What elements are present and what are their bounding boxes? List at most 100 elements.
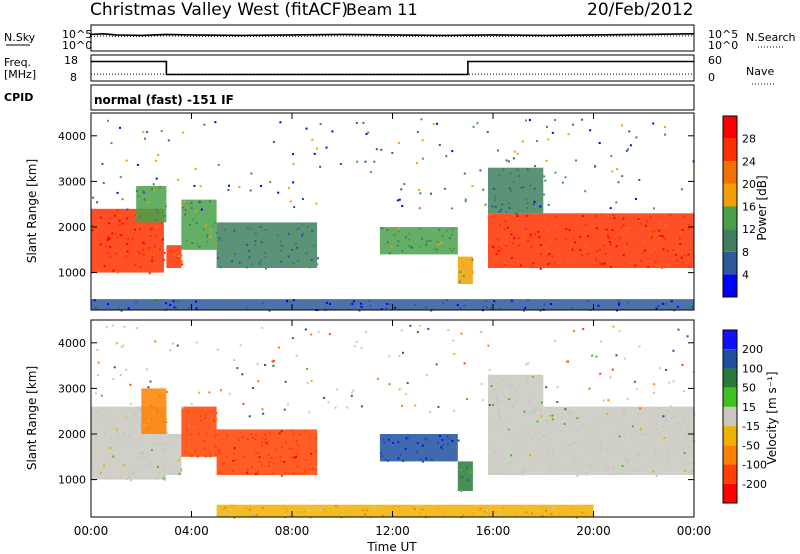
echo-cell	[132, 472, 135, 475]
echo-cell	[142, 451, 145, 453]
echo-speck	[606, 413, 609, 416]
echo-cell	[555, 224, 558, 226]
echo-speck	[591, 354, 594, 357]
velocity-echo-region-4	[216, 429, 318, 475]
echo-cell	[547, 449, 550, 452]
echo-cell	[512, 181, 515, 183]
echo-cell	[203, 447, 206, 450]
echo-speck	[122, 344, 125, 347]
echo-speck	[123, 325, 126, 328]
echo-cell	[646, 220, 649, 223]
echo-speck	[316, 147, 318, 150]
echo-cell	[233, 516, 236, 519]
echo-speck	[252, 387, 255, 389]
echo-speck	[302, 198, 304, 200]
echo-cell	[650, 237, 653, 240]
velocity-colorbar-tick: -100	[742, 459, 767, 472]
echo-speck	[220, 389, 222, 392]
echo-cell	[161, 443, 164, 446]
echo-speck	[572, 330, 575, 333]
noise-left-tick-bottom: 10^0	[62, 39, 92, 52]
echo-cell	[254, 438, 257, 441]
echo-cell	[683, 410, 686, 413]
echo-speck	[208, 391, 211, 394]
echo-cell	[626, 242, 628, 245]
echo-cell	[298, 433, 301, 436]
echo-speck	[638, 178, 641, 181]
echo-cell	[496, 408, 499, 411]
echo-speck	[546, 125, 548, 128]
echo-cell	[502, 507, 505, 510]
echo-cell	[447, 443, 449, 445]
echo-cell	[280, 460, 283, 463]
echo-cell	[120, 253, 123, 256]
echo-cell	[517, 384, 520, 387]
echo-cell	[532, 410, 535, 413]
echo-cell	[689, 470, 692, 473]
echo-speck	[250, 172, 253, 175]
echo-cell	[283, 461, 286, 463]
echo-cell	[627, 231, 630, 234]
echo-cell	[265, 442, 268, 445]
echo-cell	[683, 447, 686, 450]
echo-speck	[418, 189, 421, 191]
echo-cell	[555, 459, 558, 462]
echo-cell	[679, 243, 682, 245]
echo-cell	[437, 441, 439, 444]
echo-cell	[116, 433, 119, 436]
echo-cell	[588, 438, 591, 441]
echo-cell	[196, 455, 199, 458]
echo-cell	[130, 443, 133, 445]
echo-cell	[133, 214, 136, 217]
echo-cell	[260, 241, 263, 244]
echo-cell	[525, 511, 528, 514]
echo-cell	[238, 261, 241, 264]
echo-cell	[142, 253, 145, 256]
echo-cell	[606, 419, 609, 422]
echo-cell	[91, 225, 94, 227]
echo-cell	[153, 245, 156, 248]
echo-speck	[600, 340, 602, 343]
echo-speck	[497, 149, 499, 152]
echo-cell	[581, 470, 584, 473]
echo-cell	[642, 432, 645, 435]
echo-cell	[306, 232, 309, 235]
echo-cell	[631, 469, 634, 472]
echo-cell	[594, 450, 596, 453]
echo-speck	[599, 372, 602, 375]
echo-speck	[311, 138, 314, 141]
echo-cell	[636, 413, 639, 415]
echo-speck	[565, 360, 568, 363]
cpid-label: CPID	[4, 91, 33, 104]
echo-cell	[631, 425, 634, 428]
echo-speck	[611, 368, 614, 371]
echo-cell	[163, 215, 166, 218]
echo-cell	[656, 423, 659, 426]
echo-cell	[451, 234, 454, 236]
echo-cell	[549, 414, 552, 417]
echo-cell	[540, 514, 543, 517]
echo-cell	[380, 308, 383, 311]
echo-speck	[492, 172, 495, 175]
echo-cell	[497, 250, 500, 252]
echo-speck	[533, 200, 536, 203]
echo-cell	[530, 245, 533, 248]
echo-cell	[503, 228, 506, 231]
range-tick-label: 4000	[58, 337, 86, 350]
velocity-colorbar-tick: 100	[742, 362, 763, 375]
echo-cell	[586, 427, 589, 430]
echo-speck	[310, 333, 313, 336]
echo-cell	[618, 302, 621, 305]
echo-cell	[479, 509, 482, 511]
echo-cell	[135, 253, 138, 256]
echo-cell	[513, 396, 516, 399]
velocity-colorbar-tick: 200	[742, 343, 763, 356]
echo-speck	[409, 324, 412, 327]
velocity-colorbar-swatch	[723, 445, 737, 465]
echo-cell	[369, 305, 372, 308]
echo-cell	[494, 205, 497, 208]
echo-cell	[508, 429, 511, 432]
echo-speck	[115, 342, 118, 345]
echo-speck	[272, 359, 275, 362]
